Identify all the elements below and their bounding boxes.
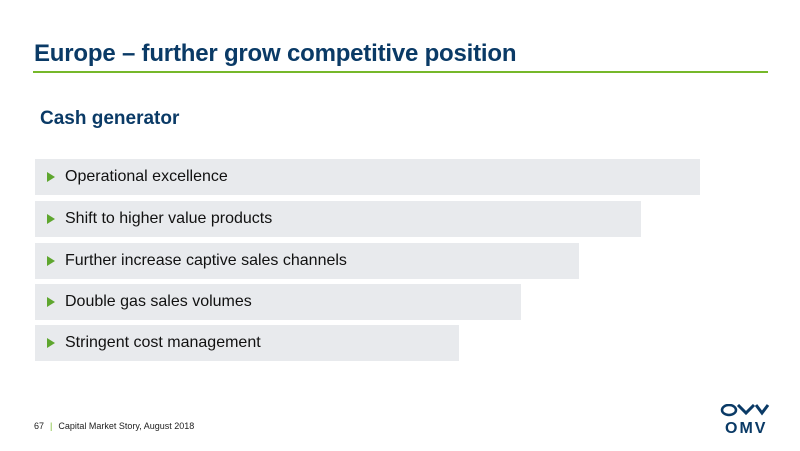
bullet-label: Shift to higher value products — [65, 210, 273, 227]
play-arrow-icon — [47, 256, 55, 266]
footer-caption: Capital Market Story, August 2018 — [58, 421, 195, 431]
slide-title: Europe – further grow competitive positi… — [34, 40, 517, 67]
bullet-bar-captive-sales-channels: Further increase captive sales channels — [35, 243, 579, 279]
title-divider — [33, 71, 768, 73]
omv-logo-icon — [720, 404, 770, 417]
bullet-bar-operational-excellence: Operational excellence — [35, 159, 700, 195]
bullet-bar-gas-sales-volumes: Double gas sales volumes — [35, 284, 521, 320]
bullet-bar-cost-management: Stringent cost management — [35, 325, 459, 361]
bullet-label: Further increase captive sales channels — [65, 252, 347, 269]
section-subtitle: Cash generator — [40, 108, 180, 129]
play-arrow-icon — [47, 338, 55, 348]
bullet-label: Stringent cost management — [65, 334, 261, 351]
bullet-bar-higher-value-products: Shift to higher value products — [35, 201, 641, 237]
omv-logo-text: OMV — [725, 420, 768, 437]
play-arrow-icon — [47, 297, 55, 307]
play-arrow-icon — [47, 214, 55, 224]
play-arrow-icon — [47, 172, 55, 182]
footer-separator: | — [50, 421, 53, 431]
bullet-label: Operational excellence — [65, 168, 228, 185]
bullet-label: Double gas sales volumes — [65, 293, 252, 310]
page-number: 67 — [34, 421, 45, 431]
slide-footer: 67 | Capital Market Story, August 2018 — [34, 421, 194, 431]
